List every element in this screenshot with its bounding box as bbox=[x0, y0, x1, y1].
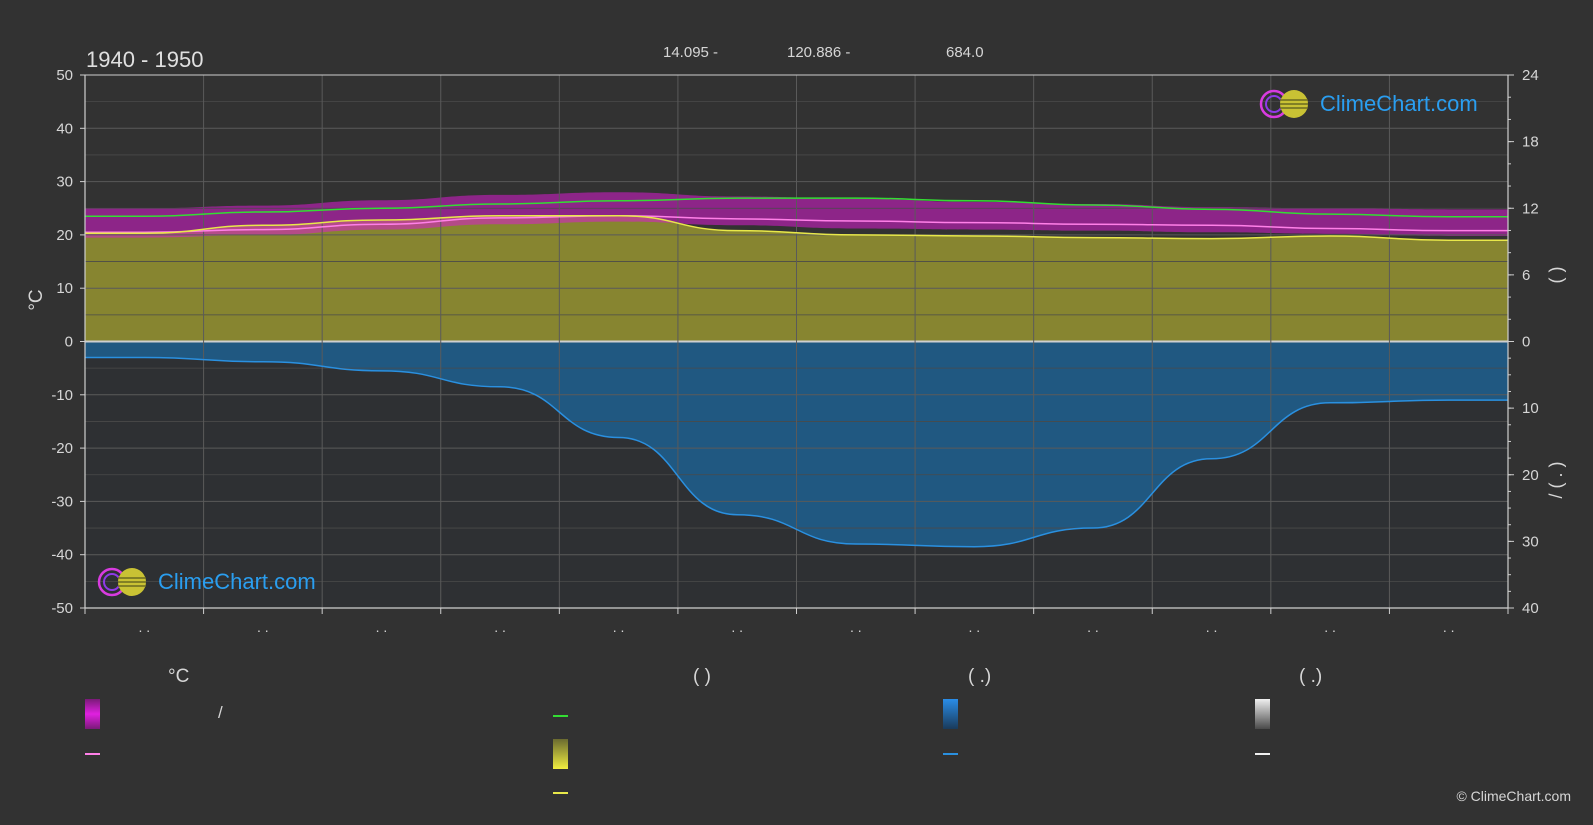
left-tick-label: 40 bbox=[56, 120, 73, 137]
right-top-tick-label: 24 bbox=[1522, 67, 1539, 84]
legend-snow-header: ( .) bbox=[1299, 666, 1323, 687]
left-tick-label: 50 bbox=[56, 67, 73, 84]
legend-sunshine-line-swatch bbox=[553, 792, 568, 794]
legend-daylight-swatch bbox=[553, 715, 568, 717]
right-top-axis-label: ( ) bbox=[1546, 267, 1566, 284]
legend-rain-header: ( .) bbox=[968, 666, 992, 687]
right-bottom-tick-label: 30 bbox=[1522, 533, 1539, 550]
right-top-tick-label: 0 bbox=[1522, 334, 1530, 351]
legend-temp-range-swatch bbox=[85, 699, 100, 729]
right-top-tick-label: 12 bbox=[1522, 200, 1539, 217]
legend-temp-header: °C bbox=[168, 666, 190, 687]
legend-sunshine-swatch bbox=[553, 739, 568, 769]
series-line-sunshine bbox=[85, 214, 1508, 241]
chart-title: 1940 - 1950 bbox=[86, 47, 204, 72]
x-tick-label: . . bbox=[376, 619, 388, 635]
x-tick-label: . . bbox=[1206, 619, 1218, 635]
left-tick-label: 20 bbox=[56, 227, 73, 244]
series-line-mean-temp bbox=[85, 214, 1508, 233]
legend-rain-swatch bbox=[943, 699, 958, 729]
logo-top[interactable]: ClimeChart.com bbox=[1258, 88, 1478, 120]
legend-sunshine-header: ( ) bbox=[693, 666, 711, 687]
left-tick-label: 10 bbox=[56, 280, 73, 297]
left-tick-label: -10 bbox=[51, 387, 73, 404]
legend-temp-slash: / bbox=[218, 703, 223, 722]
series-line-max-temp bbox=[85, 197, 1508, 218]
right-top-tick-label: 6 bbox=[1522, 267, 1530, 284]
left-axis-label: °C bbox=[26, 289, 47, 310]
left-tick-label: 0 bbox=[65, 334, 73, 351]
legend-daily-temp-swatch bbox=[85, 753, 100, 755]
x-tick-label: . . bbox=[850, 619, 862, 635]
left-tick-label: -40 bbox=[51, 547, 73, 564]
left-tick-label: -50 bbox=[51, 600, 73, 617]
elevation-label: 684.0 bbox=[946, 44, 984, 61]
x-tick-label: . . bbox=[1087, 619, 1099, 635]
x-tick-label: . . bbox=[1443, 619, 1455, 635]
x-tick-label: . . bbox=[257, 619, 269, 635]
right-bottom-tick-label: 40 bbox=[1522, 600, 1539, 617]
x-tick-label: . . bbox=[1324, 619, 1336, 635]
legend-rain-line-swatch bbox=[943, 753, 958, 755]
left-tick-label: 30 bbox=[56, 174, 73, 191]
climechart-logo-icon bbox=[1259, 89, 1308, 119]
x-tick-label: . . bbox=[613, 619, 625, 635]
x-tick-label: . . bbox=[731, 619, 743, 635]
logo-bottom[interactable]: ClimeChart.com bbox=[96, 566, 316, 598]
latitude-label: 14.095 - bbox=[663, 44, 719, 61]
logo-text: ClimeChart.com bbox=[158, 569, 316, 594]
right-bottom-tick-label: 10 bbox=[1522, 400, 1539, 417]
legend-snow-swatch bbox=[1255, 699, 1270, 729]
series-line-precipitation bbox=[85, 356, 1508, 548]
left-tick-label: -30 bbox=[51, 493, 73, 510]
climechart-logo-icon bbox=[97, 567, 146, 597]
left-tick-label: -20 bbox=[51, 440, 73, 457]
right-top-tick-label: 18 bbox=[1522, 134, 1539, 151]
x-tick-label: . . bbox=[138, 619, 150, 635]
right-bottom-tick-label: 20 bbox=[1522, 467, 1539, 484]
copyright: © ClimeChart.com bbox=[1456, 788, 1571, 804]
x-tick-label: . . bbox=[494, 619, 506, 635]
logo-text: ClimeChart.com bbox=[1320, 91, 1478, 116]
right-bottom-axis-label: / ( . ) bbox=[1546, 462, 1566, 499]
x-tick-label: . . bbox=[969, 619, 981, 635]
longitude-label: 120.886 - bbox=[787, 44, 851, 61]
legend-snow-line-swatch bbox=[1255, 753, 1270, 755]
